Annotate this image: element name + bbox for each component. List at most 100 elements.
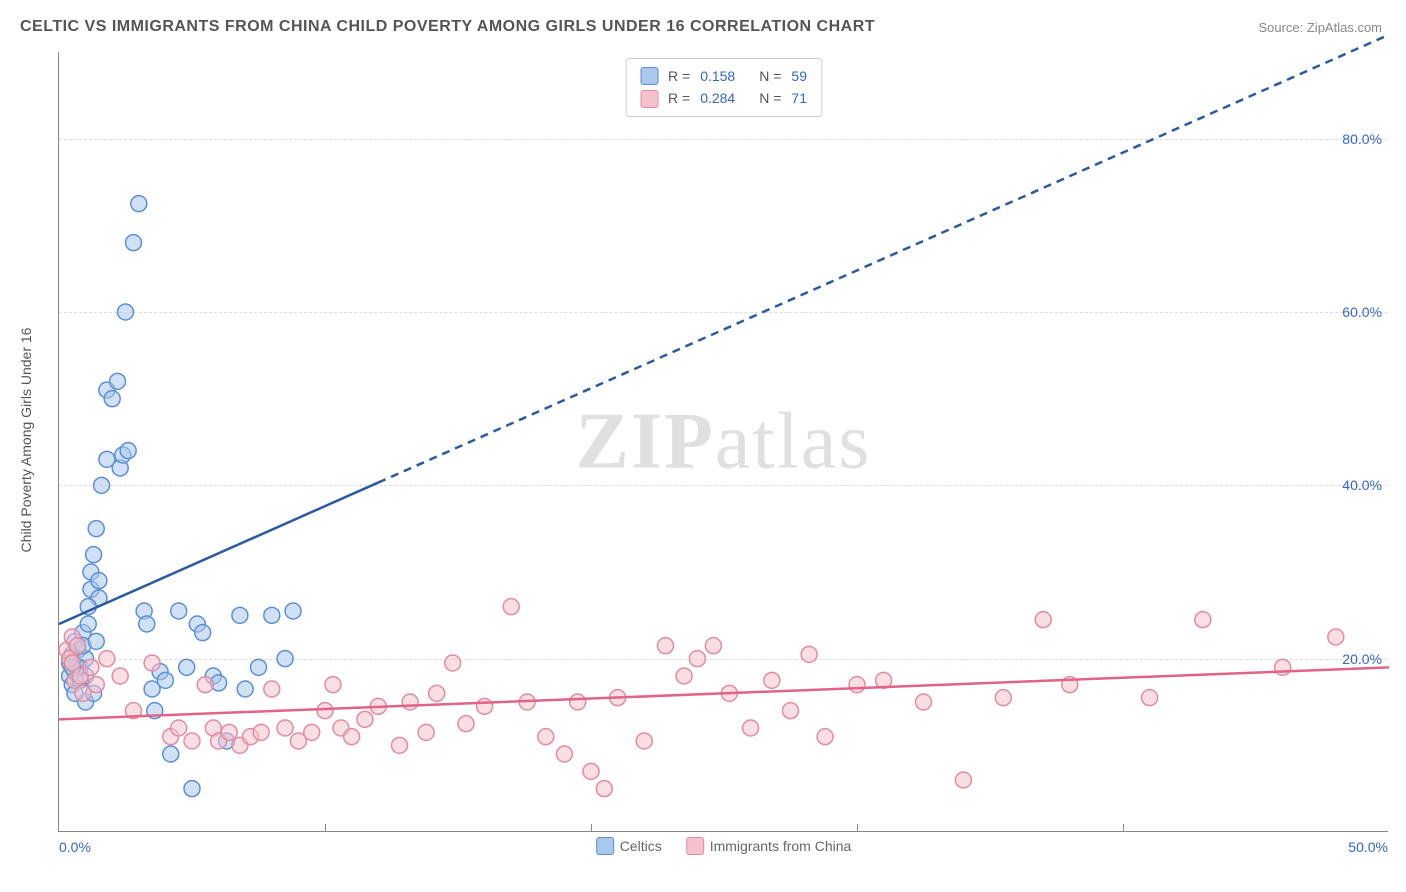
data-point [184, 733, 200, 749]
data-point [1328, 629, 1344, 645]
data-point [1195, 612, 1211, 628]
legend-row: R = 0.158 N = 59 [640, 65, 807, 87]
data-point [125, 235, 141, 251]
data-point [849, 677, 865, 693]
data-point [195, 625, 211, 641]
data-point [104, 391, 120, 407]
data-point [689, 651, 705, 667]
data-point [402, 694, 418, 710]
data-point [304, 724, 320, 740]
legend-n-value: 59 [791, 65, 807, 87]
y-axis-label: Child Poverty Among Girls Under 16 [18, 328, 34, 553]
data-point [418, 724, 434, 740]
data-point [197, 677, 213, 693]
data-point [783, 703, 799, 719]
data-point [264, 681, 280, 697]
data-point [157, 672, 173, 688]
data-point [955, 772, 971, 788]
data-point [705, 638, 721, 654]
data-point [538, 729, 554, 745]
data-point [570, 694, 586, 710]
source-label: Source: ZipAtlas.com [1258, 20, 1382, 35]
data-point [277, 720, 293, 736]
data-point [445, 655, 461, 671]
data-point [112, 668, 128, 684]
legend-series-name: Immigrants from China [710, 838, 852, 854]
legend-n-value: 71 [791, 87, 807, 109]
data-point [636, 733, 652, 749]
data-point [179, 659, 195, 675]
data-point [676, 668, 692, 684]
data-point [743, 720, 759, 736]
data-point [285, 603, 301, 619]
x-axis-max-label: 50.0% [1348, 839, 1388, 855]
x-axis-min-label: 0.0% [59, 839, 91, 855]
data-point [139, 616, 155, 632]
data-point [221, 724, 237, 740]
data-point [277, 651, 293, 667]
data-point [86, 547, 102, 563]
data-point [80, 616, 96, 632]
data-point [657, 638, 673, 654]
data-point [325, 677, 341, 693]
data-point [144, 655, 160, 671]
data-point [184, 781, 200, 797]
data-point [916, 694, 932, 710]
data-point [995, 690, 1011, 706]
data-point [764, 672, 780, 688]
data-point [171, 603, 187, 619]
data-point [88, 633, 104, 649]
data-point [83, 659, 99, 675]
data-point [237, 681, 253, 697]
legend-row: R = 0.284 N = 71 [640, 87, 807, 109]
data-point [344, 729, 360, 745]
trend-line [59, 483, 378, 624]
data-point [317, 703, 333, 719]
legend-n-label: N = [759, 65, 781, 87]
plot-area: ZIPatlas 20.0%40.0%60.0%80.0% R = 0.158N… [58, 52, 1388, 832]
legend-r-label: R = [668, 87, 690, 109]
legend-series: Celtics Immigrants from China [596, 837, 852, 855]
data-point [171, 720, 187, 736]
data-point [596, 781, 612, 797]
legend-series-item: Immigrants from China [686, 837, 852, 855]
data-point [118, 304, 134, 320]
trend-line-dashed [378, 35, 1389, 483]
data-point [131, 196, 147, 212]
legend-r-value: 0.158 [700, 65, 735, 87]
data-point [232, 607, 248, 623]
legend-series-name: Celtics [620, 838, 662, 854]
data-point [1035, 612, 1051, 628]
data-point [251, 659, 267, 675]
chart-title: CELTIC VS IMMIGRANTS FROM CHINA CHILD PO… [20, 18, 875, 36]
legend-swatch [640, 67, 658, 85]
data-point [264, 607, 280, 623]
data-point [357, 711, 373, 727]
data-point [70, 638, 86, 654]
data-point [556, 746, 572, 762]
data-point [99, 651, 115, 667]
legend-correlation: R = 0.158 N = 59 R = 0.284 N = 71 [625, 58, 822, 117]
data-point [88, 521, 104, 537]
data-point [503, 599, 519, 615]
data-point [163, 746, 179, 762]
data-point [253, 724, 269, 740]
data-point [110, 373, 126, 389]
data-point [120, 443, 136, 459]
legend-r-label: R = [668, 65, 690, 87]
data-point [477, 698, 493, 714]
data-point [583, 763, 599, 779]
legend-swatch [640, 90, 658, 108]
scatter-svg [59, 52, 1388, 831]
legend-series-item: Celtics [596, 837, 662, 855]
data-point [91, 573, 107, 589]
data-point [1142, 690, 1158, 706]
data-point [801, 646, 817, 662]
data-point [458, 716, 474, 732]
legend-swatch [596, 837, 614, 855]
data-point [429, 685, 445, 701]
data-point [94, 477, 110, 493]
legend-swatch [686, 837, 704, 855]
legend-r-value: 0.284 [700, 87, 735, 109]
legend-n-label: N = [759, 87, 781, 109]
